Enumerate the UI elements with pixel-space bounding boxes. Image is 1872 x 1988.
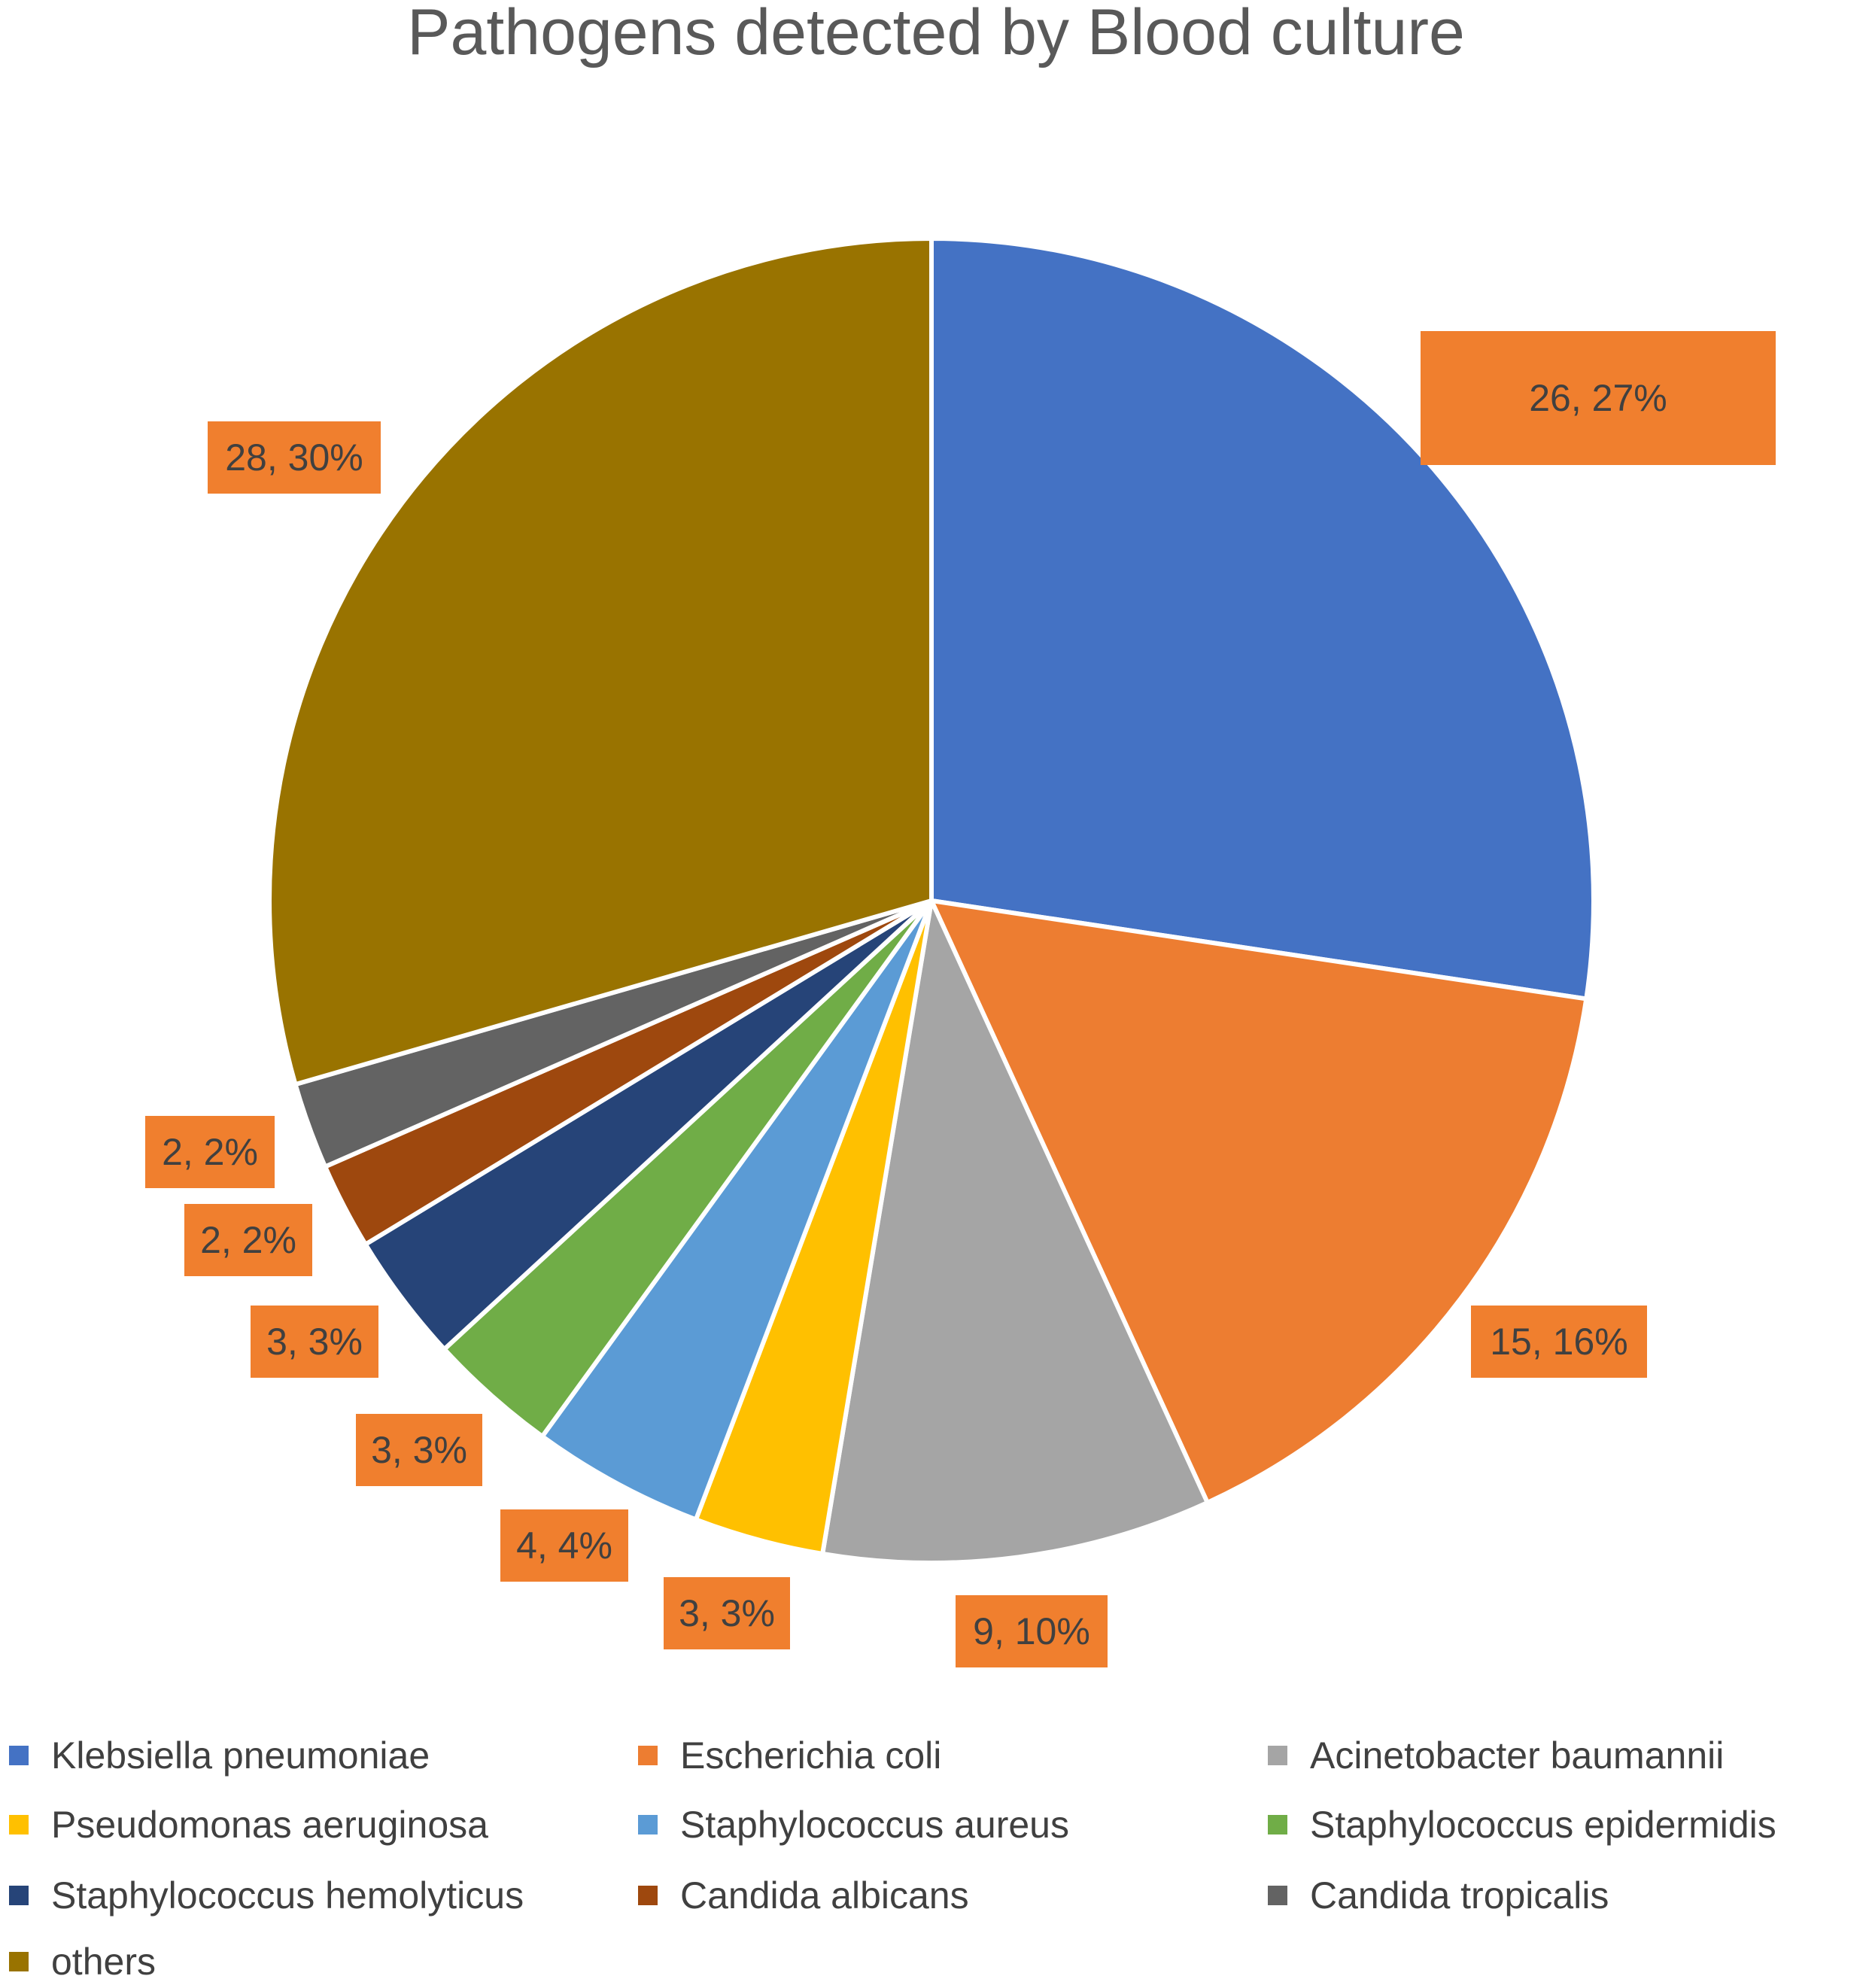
legend-item-escherichia-coli: Escherichia coli: [638, 1729, 941, 1782]
legend-swatch: [9, 1746, 29, 1765]
legend-label: Staphylococcus hemolyticus: [51, 1874, 524, 1917]
pie-slice-acinetobacter-baumannii: [820, 898, 1210, 1565]
data-label-acinetobacter-baumannii: 9, 10%: [956, 1595, 1108, 1667]
legend-label: Candida albicans: [680, 1874, 969, 1917]
legend-swatch: [638, 1746, 658, 1765]
legend-label: Candida tropicalis: [1310, 1874, 1609, 1917]
legend-swatch: [1268, 1886, 1287, 1905]
pie-slice-escherichia-coli: [929, 898, 1589, 1505]
data-label-staphylococcus-epidermidis: 3, 3%: [356, 1414, 482, 1486]
pie-slice-klebsiella-pneumoniae: [929, 236, 1596, 1002]
legend-swatch: [1268, 1746, 1287, 1765]
legend-item-candida-tropicalis: Candida tropicalis: [1268, 1869, 1609, 1922]
legend-item-others: others: [9, 1935, 156, 1988]
legend-label: Staphylococcus epidermidis: [1310, 1804, 1776, 1846]
data-label-candida-albicans: 2, 2%: [184, 1204, 312, 1276]
legend-swatch: [9, 1952, 29, 1971]
data-label-staphylococcus-hemolyticus: 3, 3%: [251, 1306, 378, 1378]
legend-item-staphylococcus-epidermidis: Staphylococcus epidermidis: [1268, 1798, 1776, 1851]
legend-item-acinetobacter-baumannii: Acinetobacter baumannii: [1268, 1729, 1724, 1782]
pie-slice-staphylococcus-aureus: [539, 898, 934, 1522]
data-label-escherichia-coli: 15, 16%: [1471, 1306, 1647, 1378]
legend-label: Staphylococcus aureus: [680, 1804, 1069, 1846]
legend-item-candida-albicans: Candida albicans: [638, 1869, 969, 1922]
chart-title: Pathogens detected by Blood culture: [407, 0, 1465, 68]
pie-slice-others: [267, 236, 934, 1087]
data-label-others: 28, 30%: [208, 421, 381, 494]
legend-item-klebsiella-pneumoniae: Klebsiella pneumoniae: [9, 1729, 430, 1782]
data-label-pseudomonas-aeruginosa: 3, 3%: [664, 1577, 790, 1649]
data-label-klebsiella-pneumoniae: 26, 27%: [1421, 331, 1776, 465]
data-label-candida-tropicalis: 2, 2%: [145, 1116, 275, 1188]
legend-item-staphylococcus-hemolyticus: Staphylococcus hemolyticus: [9, 1869, 524, 1922]
legend-label: Acinetobacter baumannii: [1310, 1734, 1725, 1777]
data-label-staphylococcus-aureus: 4, 4%: [500, 1509, 628, 1582]
legend-item-staphylococcus-aureus: Staphylococcus aureus: [638, 1798, 1069, 1851]
legend-swatch: [638, 1886, 658, 1905]
legend-item-pseudomonas-aeruginosa: Pseudomonas aeruginosa: [9, 1798, 488, 1851]
legend-swatch: [9, 1886, 29, 1905]
legend-label: Pseudomonas aeruginosa: [51, 1804, 488, 1846]
legend-label: others: [51, 1941, 156, 1983]
legend-swatch: [9, 1815, 29, 1834]
legend-label: Escherichia coli: [680, 1734, 942, 1777]
legend-swatch: [1268, 1815, 1287, 1834]
legend-swatch: [638, 1815, 658, 1834]
legend-label: Klebsiella pneumoniae: [51, 1734, 430, 1777]
